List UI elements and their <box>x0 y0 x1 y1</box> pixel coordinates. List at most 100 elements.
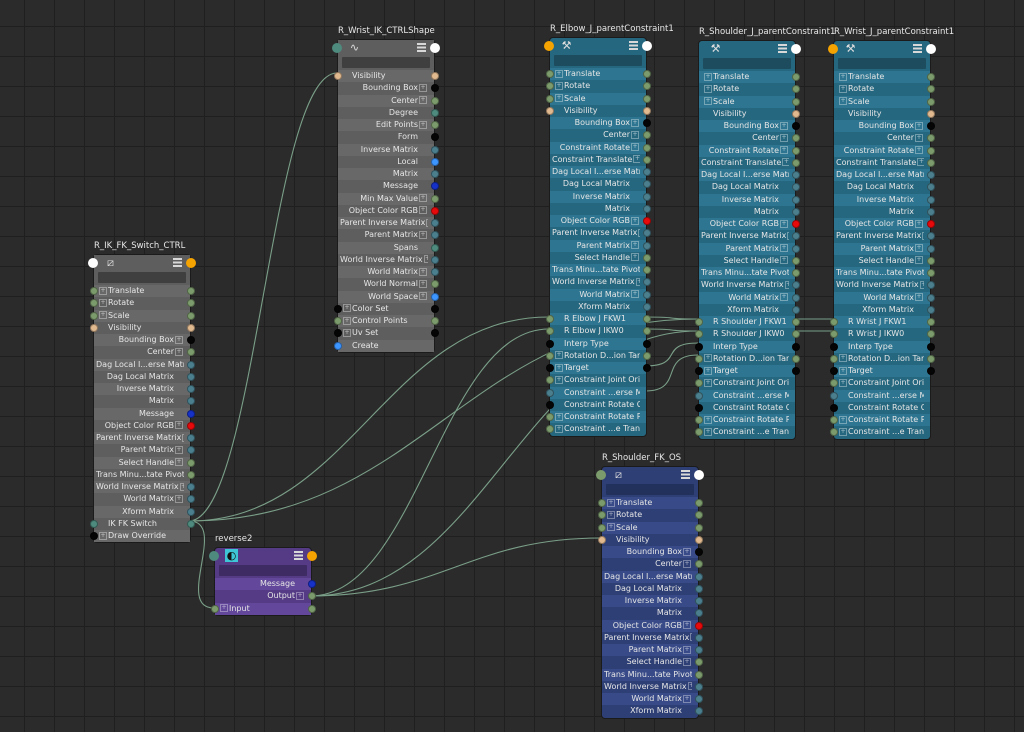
attribute-row-constraint-translate[interactable]: Constraint Translate + <box>550 154 651 166</box>
attribute-row-target[interactable]: + Target <box>545 362 651 375</box>
attribute-row-world-inverse-matrix[interactable]: World Inverse Matrix + <box>834 279 935 291</box>
input-port[interactable] <box>829 318 838 327</box>
input-port[interactable] <box>829 330 838 339</box>
node-r-shoulder-j-parentconstraint1[interactable]: R_Shoulder_J_parentConstraint1 ⚒ + Translat… <box>694 27 835 440</box>
attribute-row-trans-minu-tate-pivot[interactable]: Trans Minu...tate Pivot+ <box>699 267 800 280</box>
expand-icon[interactable]: + <box>917 158 924 167</box>
output-port[interactable] <box>430 43 440 53</box>
expand-icon[interactable]: + <box>419 194 427 202</box>
attribute-row-world-matrix[interactable]: World Matrix + <box>699 291 800 304</box>
output-port[interactable] <box>791 342 800 351</box>
output-port[interactable] <box>642 339 651 348</box>
attribute-row-xform-matrix[interactable]: Xform Matrix <box>550 301 651 313</box>
output-port[interactable] <box>642 253 651 262</box>
input-port[interactable] <box>333 317 342 326</box>
expand-icon[interactable]: + <box>343 304 351 313</box>
node-header[interactable]: ⧄ <box>596 467 704 483</box>
attribute-filter-field[interactable] <box>606 484 694 495</box>
output-port[interactable] <box>694 470 704 480</box>
attribute-row-matrix[interactable]: Matrix <box>699 206 800 218</box>
connection-wire[interactable] <box>644 328 699 332</box>
expand-icon[interactable]: + <box>780 219 788 228</box>
expand-icon[interactable]: + <box>419 230 427 239</box>
expand-icon[interactable]: + <box>915 219 923 228</box>
attribute-row-object-color-rgb[interactable]: Object Color RGB + <box>834 218 935 231</box>
expand-icon[interactable]: + <box>683 694 691 703</box>
expand-icon[interactable]: + <box>607 498 615 507</box>
output-port[interactable] <box>791 158 800 167</box>
attribute-row-matrix[interactable]: Matrix <box>94 395 195 407</box>
output-port[interactable] <box>926 354 935 363</box>
input-port[interactable] <box>89 519 98 528</box>
input-port[interactable] <box>545 94 554 103</box>
attribute-row-degree[interactable]: Degree <box>338 107 439 119</box>
expand-icon[interactable]: + <box>780 293 788 301</box>
attribute-row-object-color-rgb[interactable]: Object Color RGB + <box>602 619 703 632</box>
expand-icon[interactable]: + <box>780 244 788 252</box>
expand-icon[interactable]: + <box>839 72 847 81</box>
attribute-row-bounding-box[interactable]: Bounding Box + <box>699 120 800 133</box>
attribute-row-bounding-box[interactable]: Bounding Box + <box>834 120 935 133</box>
output-port[interactable] <box>926 44 936 54</box>
attribute-row-inverse-matrix[interactable]: Inverse Matrix <box>699 193 800 206</box>
attribute-row-translate[interactable]: + Translate <box>597 497 703 510</box>
output-port[interactable] <box>642 217 651 226</box>
expand-icon[interactable]: + <box>638 228 640 237</box>
expand-icon[interactable]: + <box>607 510 615 519</box>
expand-icon[interactable]: + <box>175 421 183 430</box>
output-port[interactable] <box>642 351 651 360</box>
input-port[interactable] <box>332 43 342 53</box>
connection-wire[interactable] <box>188 520 215 609</box>
output-port[interactable] <box>642 119 651 128</box>
output-port[interactable] <box>791 134 800 143</box>
output-port[interactable] <box>186 311 195 320</box>
input-port[interactable] <box>89 532 98 541</box>
attribute-row-parent-matrix[interactable]: Parent Matrix + <box>834 242 935 255</box>
expand-icon[interactable]: + <box>633 155 640 164</box>
attribute-row-interp-type[interactable]: Interp Type <box>694 340 800 353</box>
expand-icon[interactable]: + <box>419 120 427 129</box>
expand-icon[interactable]: + <box>631 143 639 151</box>
attribute-row-matrix[interactable]: Matrix <box>834 206 935 218</box>
output-port[interactable] <box>430 72 439 81</box>
output-port[interactable] <box>926 183 935 192</box>
attribute-row-dag-local-matrix[interactable]: Dag Local Matrix <box>550 178 651 190</box>
output-port[interactable] <box>694 695 703 704</box>
output-port[interactable] <box>791 318 800 327</box>
output-port[interactable] <box>186 360 195 369</box>
output-port[interactable] <box>926 195 935 204</box>
output-port[interactable] <box>694 572 703 581</box>
output-port[interactable] <box>694 511 703 520</box>
attribute-row-select-handle[interactable]: Select Handle + <box>94 456 195 469</box>
attribute-row-trans-minu-tate-pivot[interactable]: Trans Minu...tate Pivot+ <box>834 267 935 280</box>
attribute-row-interp-type[interactable]: Interp Type <box>829 340 935 353</box>
attribute-row-matrix[interactable]: Matrix <box>602 607 703 619</box>
input-port[interactable] <box>333 304 342 313</box>
attribute-row-message[interactable]: Message <box>338 180 439 192</box>
attribute-row-trans-minu-tate-pivot[interactable]: Trans Minu...tate Pivot+ <box>602 668 703 681</box>
output-port[interactable] <box>642 204 651 213</box>
attribute-row-color-set[interactable]: + Color Set <box>333 303 439 315</box>
output-port[interactable] <box>926 281 935 290</box>
node-menu-icon[interactable] <box>913 44 922 53</box>
expand-icon[interactable]: + <box>555 81 563 90</box>
expand-icon[interactable]: + <box>220 604 228 612</box>
node-header[interactable]: ∿ <box>332 40 440 56</box>
input-port[interactable] <box>544 41 554 51</box>
expand-icon[interactable]: + <box>704 366 712 375</box>
input-port[interactable] <box>545 327 554 336</box>
output-port[interactable] <box>791 73 800 82</box>
expand-icon[interactable]: + <box>782 158 789 167</box>
expand-icon[interactable]: + <box>555 351 563 360</box>
attribute-row-inverse-matrix[interactable]: Inverse Matrix <box>834 193 935 206</box>
attribute-row-visibility[interactable]: Visibility <box>545 105 651 117</box>
input-port[interactable] <box>545 364 554 373</box>
attribute-row-dag-local-matrix[interactable]: Dag Local Matrix <box>834 181 935 193</box>
attribute-row-world-inverse-matrix[interactable]: World Inverse Matrix + <box>699 279 800 291</box>
attribute-row-world-inverse-matrix[interactable]: World Inverse Matrix + <box>550 276 651 288</box>
attribute-row-visibility[interactable]: Visibility <box>699 108 800 120</box>
expand-icon[interactable]: + <box>631 290 639 298</box>
attribute-row-min-max-value[interactable]: Min Max Value + <box>338 192 439 205</box>
attribute-row-world-inverse-matrix[interactable]: World Inverse Matrix + <box>94 481 195 494</box>
output-port[interactable] <box>186 397 195 406</box>
